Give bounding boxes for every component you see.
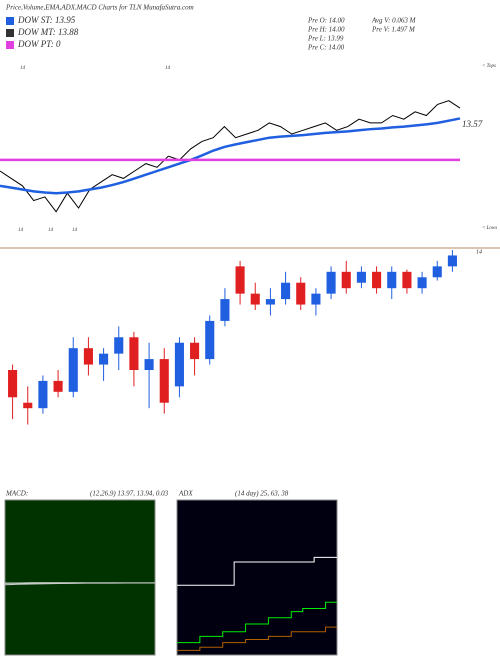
annotation: 14	[18, 228, 24, 233]
candle-body	[356, 271, 366, 283]
panel-subtitle: (14 day) 25, 63, 38	[235, 490, 289, 498]
candle-body	[38, 380, 48, 409]
candle-body	[296, 282, 306, 305]
candle-body	[114, 337, 124, 354]
legend-label: DOW MT: 13.88	[17, 27, 79, 37]
legend-label: DOW ST: 13.95	[17, 15, 76, 25]
candle-body	[417, 277, 427, 289]
candle-body	[447, 255, 457, 267]
title: Price,Volume,EMA,ADX,MACD Charts for TLN…	[5, 4, 194, 12]
candle-body	[402, 271, 412, 289]
candle-body	[159, 359, 169, 403]
legend-swatch	[6, 29, 14, 37]
candle-body	[129, 337, 139, 370]
candle-body	[68, 348, 78, 392]
candle-body	[99, 353, 109, 365]
annotation: 13.57	[462, 119, 483, 129]
panel-bg	[176, 499, 338, 656]
candle-body	[311, 293, 321, 305]
stat: Pre V: 1.497 M	[371, 26, 416, 34]
candle-body	[281, 282, 291, 300]
candle-body	[8, 370, 18, 398]
candle-body	[341, 271, 351, 289]
annotation: 14	[476, 248, 482, 255]
series-line	[4, 582, 155, 586]
candle-body	[205, 320, 215, 360]
stat: Pre L: 13.99	[307, 35, 344, 43]
candle-body	[235, 266, 245, 294]
candle-body	[265, 299, 275, 305]
candle-body	[220, 299, 230, 321]
candle-body	[250, 293, 260, 305]
annotation: 14	[165, 66, 171, 71]
candle-body	[326, 271, 336, 294]
annotation: 14	[48, 228, 54, 233]
panel-title: ADX	[178, 490, 193, 498]
candle-body	[83, 348, 93, 365]
candle-body	[53, 380, 63, 392]
candle-body	[190, 342, 200, 360]
candle-body	[144, 359, 154, 370]
series-line	[177, 556, 337, 586]
stat: Pre H: 14.00	[307, 26, 345, 34]
series-line	[177, 626, 337, 651]
legend-label: DOW PT: 0	[17, 39, 61, 49]
stat: Avg V: 0.063 M	[371, 17, 417, 25]
panel-title: MACD:	[5, 490, 28, 498]
series-line	[177, 601, 337, 644]
series-line	[0, 100, 461, 213]
stat: Pre C: 14.00	[307, 44, 345, 52]
stat: Pre O: 14.00	[307, 17, 345, 25]
annotation: 14	[20, 66, 26, 71]
annotation: < Tops	[482, 64, 496, 69]
candle-body	[372, 271, 382, 289]
annotation: < Lows	[482, 226, 497, 231]
series-line	[0, 117, 461, 195]
candle-body	[432, 266, 442, 278]
legend-swatch	[6, 17, 14, 25]
candle-body	[387, 271, 397, 289]
legend-swatch	[6, 41, 14, 49]
panel-subtitle: (12,26,9) 13.97, 13.94, 0.03	[90, 490, 169, 498]
candle-body	[174, 342, 184, 387]
annotation: 14	[72, 228, 78, 233]
candle-body	[23, 402, 33, 409]
panel-bg	[4, 499, 156, 656]
